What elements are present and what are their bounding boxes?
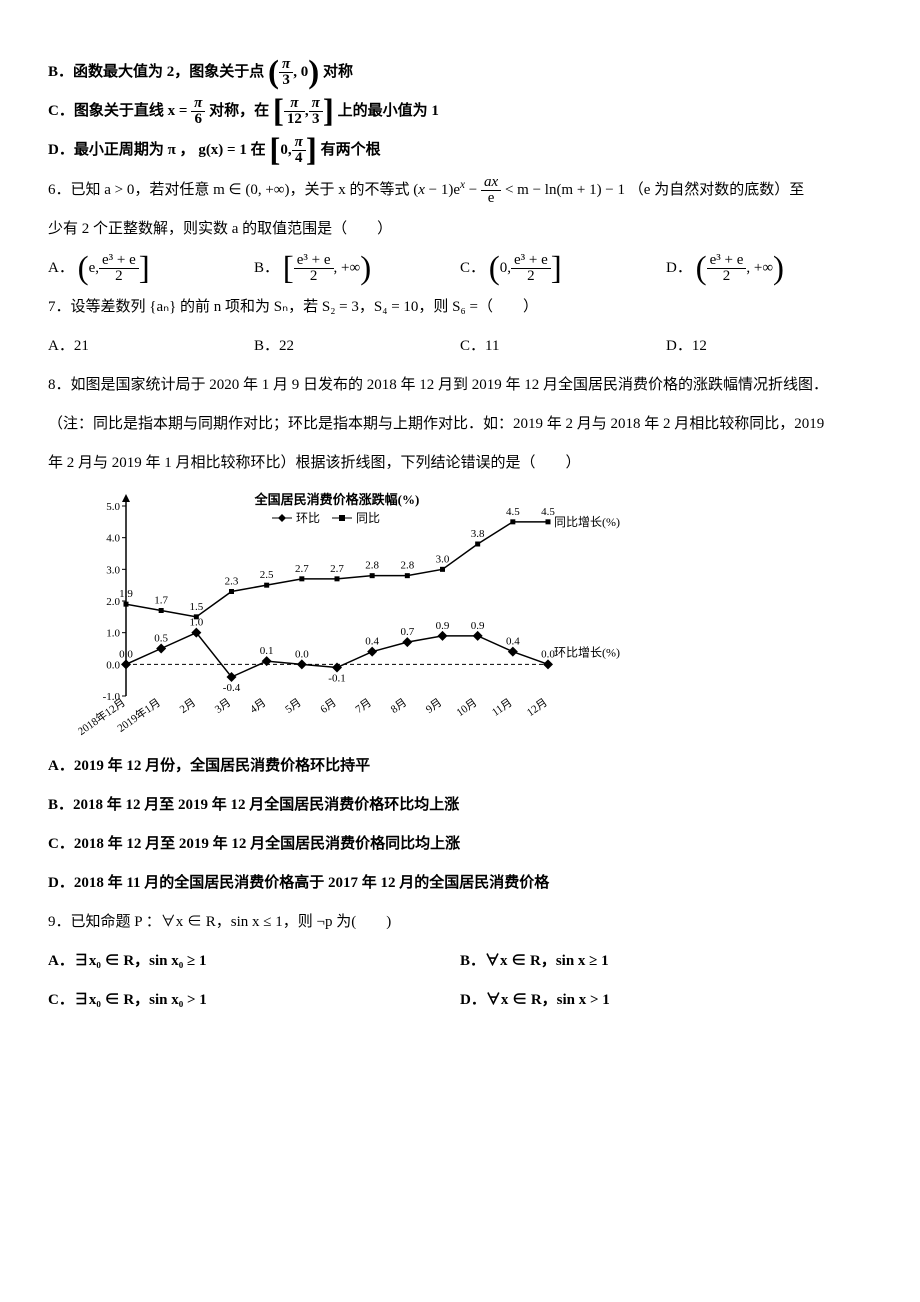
q6-stem-2: 少有 2 个正整数解，则实数 a 的取值范围是（ ） xyxy=(48,213,872,246)
svg-text:4.0: 4.0 xyxy=(106,533,120,545)
svg-text:4.5: 4.5 xyxy=(506,506,520,518)
svg-text:0.9: 0.9 xyxy=(436,620,450,632)
svg-text:2月: 2月 xyxy=(178,697,198,716)
svg-text:0.4: 0.4 xyxy=(506,636,520,648)
svg-text:0.4: 0.4 xyxy=(365,636,379,648)
svg-text:0.1: 0.1 xyxy=(260,645,274,657)
q8-stem-2: （注：同比是指本期与同期作对比；环比是指本期与上期作对比．如：2019 年 2 … xyxy=(48,408,872,441)
q9-stem: 9．已知命题 P ：∀x ∈ R，sin x ≤ 1，则 ¬p 为( ) xyxy=(48,906,872,939)
svg-text:1.7: 1.7 xyxy=(154,595,168,607)
q8-stem-3: 年 2 月与 2019 年 1 月相比较称环比）根据该折线图，下列结论错误的是（… xyxy=(48,447,872,480)
svg-text:2.7: 2.7 xyxy=(295,563,309,575)
q9-opt-B: B．∀x ∈ R，sin x ≥ 1 xyxy=(460,945,872,978)
svg-text:同比增长(%): 同比增长(%) xyxy=(554,515,620,529)
svg-text:5.0: 5.0 xyxy=(106,501,120,513)
svg-text:2.3: 2.3 xyxy=(225,576,239,588)
svg-text:1.9: 1.9 xyxy=(119,588,133,600)
svg-text:全国居民消费价格涨跌幅(%): 全国居民消费价格涨跌幅(%) xyxy=(254,492,420,507)
q9-row2: C．∃x₀ ∈ R，sin x₀ > 1 D．∀x ∈ R，sin x > 1 xyxy=(48,984,872,1017)
q6-opt-D: D． (e³ + e2, +∞) xyxy=(666,252,872,285)
q8-stem-1: 8．如图是国家统计局于 2020 年 1 月 9 日发布的 2018 年 12 … xyxy=(48,369,872,402)
q6-opt-C: C． (0,e³ + e2] xyxy=(460,252,666,285)
q5-opt-C: C．图象关于直线 x = π6 对称，在 [π12,π3] 上的最小值为 1 xyxy=(48,95,872,128)
q7-stem: 7．设等差数列 {aₙ} 的前 n 项和为 Sₙ，若 S₂ = 3，S₄ = 1… xyxy=(48,291,872,324)
svg-text:1.0: 1.0 xyxy=(106,628,120,640)
svg-text:同比: 同比 xyxy=(356,511,380,525)
q8-opt-A: A．2019 年 12 月份，全国居民消费价格环比持平 xyxy=(48,750,872,783)
q6-opt-B: B． [e³ + e2, +∞) xyxy=(254,252,460,285)
svg-text:-0.1: -0.1 xyxy=(328,673,345,685)
q9-row1: A．∃x₀ ∈ R，sin x₀ ≥ 1 B．∀x ∈ R，sin x ≥ 1 xyxy=(48,945,872,978)
svg-text:2.7: 2.7 xyxy=(330,563,344,575)
svg-text:环比: 环比 xyxy=(296,511,320,525)
svg-text:5月: 5月 xyxy=(283,697,303,716)
svg-text:3.0: 3.0 xyxy=(106,564,120,576)
svg-text:9月: 9月 xyxy=(424,697,444,716)
svg-text:3.8: 3.8 xyxy=(471,528,485,540)
rbracket-icon: ] xyxy=(323,94,334,130)
q8-opt-B: B．2018 年 12 月至 2019 年 12 月全国居民消费价格环比均上涨 xyxy=(48,789,872,822)
svg-text:0.0: 0.0 xyxy=(295,648,309,660)
svg-text:0.0: 0.0 xyxy=(106,659,120,671)
svg-text:0.5: 0.5 xyxy=(154,633,168,645)
svg-text:3.0: 3.0 xyxy=(436,553,450,565)
svg-text:0.0: 0.0 xyxy=(119,648,133,660)
rparen-icon: ) xyxy=(308,55,319,91)
svg-text:3月: 3月 xyxy=(213,697,233,716)
q9-opt-D: D．∀x ∈ R，sin x > 1 xyxy=(460,984,872,1017)
q6-opt-A: A． (e,e³ + e2] xyxy=(48,252,254,285)
svg-text:0.7: 0.7 xyxy=(400,626,414,638)
svg-text:8月: 8月 xyxy=(389,697,409,716)
svg-text:1.5: 1.5 xyxy=(189,601,203,613)
svg-text:12月: 12月 xyxy=(525,697,550,719)
q7-opt-C: C．11 xyxy=(460,330,666,363)
q7-opt-D: D．12 xyxy=(666,330,872,363)
q9-opt-C: C．∃x₀ ∈ R，sin x₀ > 1 xyxy=(48,984,460,1017)
svg-text:10月: 10月 xyxy=(454,697,479,719)
q7-opt-A: A．21 xyxy=(48,330,254,363)
svg-text:6月: 6月 xyxy=(318,697,338,716)
svg-text:2.8: 2.8 xyxy=(400,560,414,572)
svg-text:2.5: 2.5 xyxy=(260,569,274,581)
lparen-icon: ( xyxy=(268,55,279,91)
q7-options: A．21 B．22 C．11 D．12 xyxy=(48,330,872,363)
q6-stem: 6．已知 a > 0，若对任意 m ∈ (0, +∞)，关于 x 的不等式 (x… xyxy=(48,173,872,207)
lbracket-icon: [ xyxy=(273,94,284,130)
q7-opt-B: B．22 xyxy=(254,330,460,363)
svg-text:-0.4: -0.4 xyxy=(223,682,241,694)
svg-text:环比增长(%): 环比增长(%) xyxy=(554,645,620,659)
svg-text:2.8: 2.8 xyxy=(365,560,379,572)
svg-text:11月: 11月 xyxy=(490,697,515,719)
q5-opt-B: B．函数最大值为 2，图象关于点 (π3, 0) 对称 xyxy=(48,56,872,89)
q5-opt-D: D．最小正周期为 π ， g(x) = 1 在 [0,π4] 有两个根 xyxy=(48,134,872,167)
cpi-chart: -1.00.01.02.03.04.05.02018年12月2019年1月2月3… xyxy=(78,488,638,738)
q9-opt-A: A．∃x₀ ∈ R，sin x₀ ≥ 1 xyxy=(48,945,460,978)
svg-text:4月: 4月 xyxy=(248,697,268,716)
svg-text:1.0: 1.0 xyxy=(189,617,203,629)
svg-text:7月: 7月 xyxy=(353,697,373,716)
q8-opt-C: C．2018 年 12 月至 2019 年 12 月全国居民消费价格同比均上涨 xyxy=(48,828,872,861)
q8-opt-D: D．2018 年 11 月的全国居民消费价格高于 2017 年 12 月的全国居… xyxy=(48,867,872,900)
q6-options: A． (e,e³ + e2] B． [e³ + e2, +∞) C． (0,e³… xyxy=(48,252,872,285)
svg-text:0.9: 0.9 xyxy=(471,620,485,632)
